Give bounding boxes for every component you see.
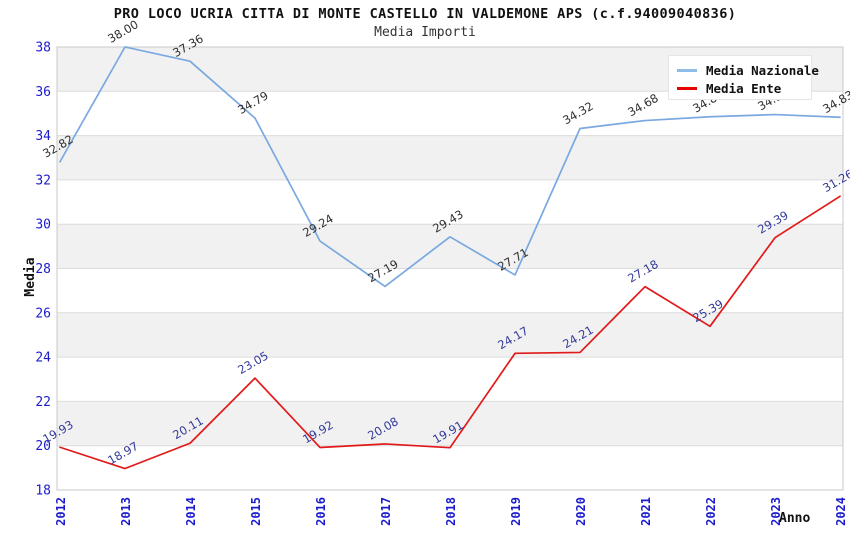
svg-text:20: 20 <box>35 439 51 454</box>
x-axis-label: Anno <box>779 511 811 526</box>
legend: Media Nazionale Media Ente <box>668 55 819 100</box>
chart-title: PRO LOCO UCRIA CITTA DI MONTE CASTELLO I… <box>113 6 737 22</box>
svg-text:30: 30 <box>35 218 51 233</box>
svg-text:18: 18 <box>35 484 51 499</box>
y-axis-label: Media <box>23 257 38 297</box>
legend-item-media-ente: Media Ente <box>677 79 811 97</box>
svg-text:34.79: 34.79 <box>235 88 271 117</box>
media-ente-line-swatch <box>677 86 697 90</box>
svg-text:36: 36 <box>35 85 51 100</box>
svg-text:38.00: 38.00 <box>105 17 141 46</box>
svg-text:2012: 2012 <box>54 497 68 526</box>
svg-text:34.68: 34.68 <box>625 91 661 120</box>
legend-item-media-nazionale: Media Nazionale <box>677 61 819 79</box>
svg-text:2021: 2021 <box>639 497 653 526</box>
svg-text:2013: 2013 <box>119 497 133 526</box>
svg-text:2016: 2016 <box>314 497 328 526</box>
svg-text:2018: 2018 <box>444 497 458 526</box>
svg-text:2024: 2024 <box>834 497 848 526</box>
svg-text:24: 24 <box>35 351 51 366</box>
chart-subtitle: Media Importi <box>374 25 476 40</box>
svg-text:38: 38 <box>35 41 51 56</box>
svg-text:2017: 2017 <box>379 497 393 526</box>
svg-text:2015: 2015 <box>249 497 263 526</box>
svg-text:2020: 2020 <box>574 497 588 526</box>
svg-text:26: 26 <box>35 306 51 321</box>
svg-text:34.32: 34.32 <box>560 99 596 128</box>
svg-text:2014: 2014 <box>184 497 198 526</box>
svg-text:32: 32 <box>35 173 51 188</box>
svg-text:2023: 2023 <box>769 497 783 526</box>
svg-text:22: 22 <box>35 395 51 410</box>
svg-text:2022: 2022 <box>704 497 718 526</box>
legend-label: Media Ente <box>706 80 782 96</box>
legend-label: Media Nazionale <box>706 62 819 78</box>
media-nazionale-line-swatch <box>677 68 697 72</box>
svg-text:34: 34 <box>35 129 51 144</box>
svg-text:28: 28 <box>35 262 51 277</box>
svg-text:2019: 2019 <box>509 497 523 526</box>
